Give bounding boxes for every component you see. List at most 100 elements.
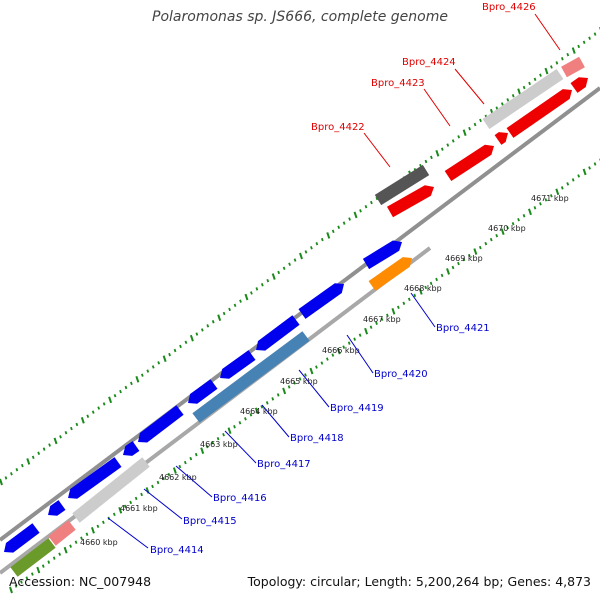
tick-mark bbox=[134, 496, 138, 501]
tick-mark bbox=[353, 337, 357, 341]
tick-mark bbox=[533, 206, 537, 210]
gene-arrow-orange[interactable] bbox=[368, 257, 412, 291]
tick-mark bbox=[157, 361, 161, 365]
tick-mark bbox=[539, 73, 542, 77]
gene-arrow-grey[interactable] bbox=[72, 457, 150, 523]
tick-mark bbox=[205, 444, 209, 449]
tick-mark bbox=[337, 225, 341, 229]
gene-arrow-green[interactable] bbox=[10, 538, 56, 577]
tick-mark bbox=[156, 480, 160, 485]
tick-mark bbox=[462, 257, 466, 262]
gene-label-forward[interactable]: Bpro_4424 bbox=[402, 57, 456, 68]
genome-backbone-upper bbox=[0, 86, 600, 542]
gene-arrow-blue[interactable] bbox=[256, 315, 300, 351]
gene-arrow-red[interactable] bbox=[506, 89, 572, 138]
gene-arrow-grey[interactable] bbox=[482, 69, 564, 129]
tick-mark bbox=[31, 455, 35, 460]
tick-mark bbox=[0, 478, 3, 486]
tick-mark bbox=[250, 291, 253, 295]
gene-arrow-blue[interactable] bbox=[220, 350, 256, 379]
gene-label-forward[interactable]: Bpro_4423 bbox=[371, 78, 425, 89]
tick-mark bbox=[200, 447, 205, 454]
gene-label-reverse[interactable]: Bpro_4414 bbox=[150, 545, 204, 556]
kbp-label: 4660 kbp bbox=[80, 538, 118, 547]
tick-mark bbox=[58, 552, 62, 556]
tick-mark bbox=[446, 143, 450, 147]
tick-mark bbox=[31, 572, 34, 576]
accession-text: Accession: NC_007948 bbox=[9, 574, 152, 589]
tick-mark bbox=[222, 433, 225, 437]
tick-mark bbox=[64, 430, 68, 435]
kbp-label: 4671 kbp bbox=[531, 194, 569, 203]
gene-label-reverse[interactable]: Bpro_4418 bbox=[290, 433, 344, 444]
gene-label-reverse[interactable]: Bpro_4416 bbox=[213, 493, 267, 504]
tick-mark bbox=[380, 317, 384, 321]
tick-mark bbox=[331, 229, 335, 234]
gene-arrow-red[interactable] bbox=[570, 77, 589, 93]
gene-label-reverse[interactable]: Bpro_4419 bbox=[330, 403, 384, 414]
gene-label-reverse[interactable]: Bpro_4415 bbox=[183, 516, 237, 527]
gene-arrow-blue[interactable] bbox=[123, 441, 140, 456]
kbp-label: 4666 kbp bbox=[322, 346, 360, 355]
tick-mark bbox=[20, 463, 24, 468]
tick-mark bbox=[369, 325, 373, 329]
tick-mark bbox=[500, 228, 505, 235]
tick-mark bbox=[173, 348, 177, 353]
tick-mark bbox=[244, 417, 247, 421]
tick-mark bbox=[544, 67, 549, 75]
gene-arrow-blue[interactable] bbox=[138, 405, 184, 443]
tick-mark bbox=[577, 174, 580, 178]
gene-label-forward[interactable]: Bpro_4426 bbox=[482, 2, 536, 13]
gene-arrow-blue[interactable] bbox=[362, 240, 402, 270]
tick-mark bbox=[358, 333, 362, 337]
tick-mark bbox=[495, 233, 499, 238]
tick-mark bbox=[473, 122, 477, 127]
tick-mark bbox=[326, 232, 331, 239]
tick-mark bbox=[391, 307, 396, 315]
tick-mark bbox=[353, 211, 358, 219]
tick-mark bbox=[555, 188, 560, 196]
gene-arrow-blue[interactable] bbox=[188, 379, 218, 404]
tick-mark bbox=[468, 126, 471, 131]
tick-mark bbox=[80, 417, 85, 424]
gene-label-reverse[interactable]: Bpro_4420 bbox=[374, 369, 428, 380]
tick-mark bbox=[402, 301, 406, 306]
gene-arrow-red[interactable] bbox=[387, 185, 434, 218]
tick-mark bbox=[271, 273, 276, 280]
gene-arrow-red[interactable] bbox=[494, 132, 508, 145]
label-leader-line bbox=[175, 465, 213, 498]
gene-arrow-red[interactable] bbox=[444, 144, 494, 181]
gene-label-reverse[interactable]: Bpro_4417 bbox=[257, 459, 311, 470]
gene-arrow-darkgrey[interactable] bbox=[374, 164, 430, 206]
gene-arrow-blue[interactable] bbox=[68, 457, 122, 499]
gene-arrow-blue[interactable] bbox=[4, 523, 40, 553]
tick-mark bbox=[440, 147, 444, 151]
gene-label-forward[interactable]: Bpro_4422 bbox=[311, 122, 365, 133]
tick-mark bbox=[254, 407, 259, 415]
tick-mark bbox=[222, 311, 226, 316]
tick-mark bbox=[74, 540, 78, 544]
kbp-label: 4667 kbp bbox=[363, 315, 401, 324]
gene-arrow-pink[interactable] bbox=[561, 56, 585, 78]
tick-mark bbox=[571, 178, 575, 182]
tick-mark bbox=[168, 352, 171, 357]
gene-arrow-steelblue[interactable] bbox=[192, 331, 310, 423]
tick-mark bbox=[560, 186, 564, 190]
gene-arrow-blue[interactable] bbox=[298, 283, 345, 319]
tick-mark bbox=[140, 492, 143, 497]
gene-label-reverse[interactable]: Bpro_4421 bbox=[436, 323, 490, 334]
gene-arrow-blue[interactable] bbox=[48, 500, 66, 516]
tick-mark bbox=[14, 584, 18, 588]
tick-mark bbox=[52, 556, 56, 560]
tick-mark bbox=[566, 182, 570, 186]
kbp-labels: 4660 kbp 4661 kbp 4662 kbp 4663 kbp 4664 kbp… bbox=[80, 194, 569, 547]
tick-mark bbox=[348, 217, 351, 221]
tick-mark bbox=[457, 135, 461, 139]
tick-mark bbox=[571, 47, 576, 54]
gene-arrow-pink[interactable] bbox=[48, 520, 76, 546]
tick-mark bbox=[320, 361, 324, 365]
tick-mark bbox=[418, 288, 423, 295]
tick-mark bbox=[118, 507, 123, 514]
tick-mark bbox=[457, 261, 460, 266]
tick-mark bbox=[37, 451, 41, 455]
